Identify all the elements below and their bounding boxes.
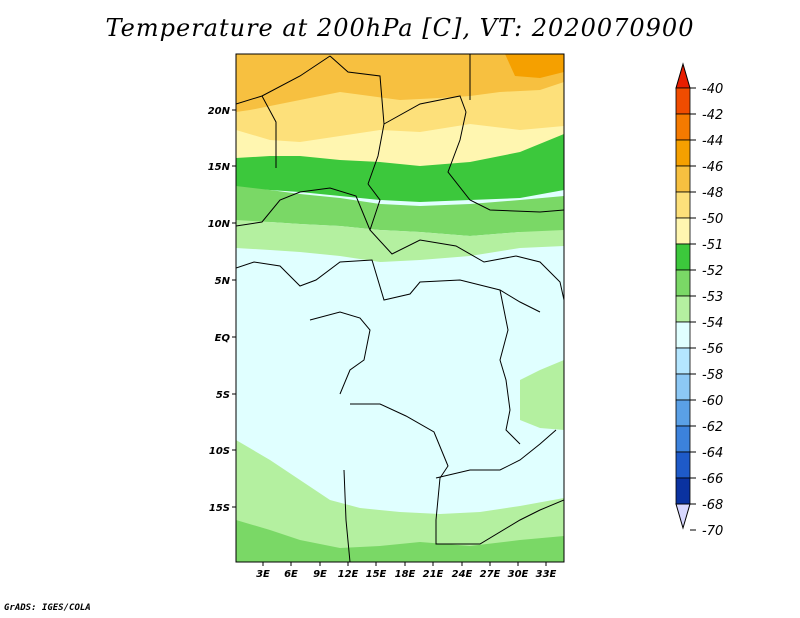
legend-swatch: [675, 243, 691, 271]
legend-swatch: [675, 113, 691, 141]
lat-label: 10S: [209, 446, 230, 457]
legend-swatch: [675, 373, 691, 401]
legend-label: -62: [702, 420, 723, 435]
legend-label: -42: [702, 108, 723, 123]
lat-label: 10N: [208, 219, 231, 230]
field-band-minus51: [236, 124, 564, 166]
legend-swatch: [675, 477, 691, 505]
legend-labels: -40 -42 -44 -46 -48 -50 -51 -52 -53 -54 …: [702, 82, 723, 539]
lat-label: 5N: [215, 276, 231, 287]
lon-label: 15E: [366, 569, 387, 580]
legend-label: -56: [702, 342, 723, 357]
lon-label: 3E: [256, 569, 270, 580]
lon-label: 9E: [313, 569, 327, 580]
lon-label: 24E: [452, 569, 473, 580]
legend-swatch: [675, 217, 691, 245]
legend-label: -44: [702, 134, 723, 149]
legend-swatch: [675, 321, 691, 349]
legend-label: -53: [702, 290, 723, 305]
lat-label: 15N: [208, 162, 231, 173]
field-band-minus46: [505, 54, 564, 78]
field-band-minus54-south: [236, 440, 564, 562]
legend-label: -58: [702, 368, 723, 383]
legend-label: -52: [702, 264, 723, 279]
temperature-field: [236, 54, 564, 562]
legend-swatch: [675, 269, 691, 297]
field-band-minus53: [236, 186, 564, 236]
lon-label: 27E: [480, 569, 501, 580]
map-frame: [235, 53, 565, 563]
legend-label: -60: [702, 394, 723, 409]
lon-label: 6E: [284, 569, 298, 580]
legend-label: -50: [702, 212, 723, 227]
field-band-minus52: [236, 134, 564, 202]
legend-label: -68: [702, 498, 723, 513]
legend-label: -54: [702, 316, 723, 331]
legend-arrow-top: [675, 62, 691, 89]
legend-swatch: [675, 139, 691, 167]
legend-label: -46: [702, 160, 723, 175]
legend-swatch: [675, 295, 691, 323]
lat-label: 5S: [216, 390, 230, 401]
axis-ticks: [232, 109, 547, 566]
legend-swatch: [675, 347, 691, 375]
legend-arrow-bottom: [675, 503, 691, 530]
credit-text: GrADS: IGES/COLA: [4, 603, 91, 613]
country-borders: [236, 54, 564, 562]
map-title: Temperature at 200hPa [C], VT: 202007090…: [105, 14, 695, 42]
lat-label: 20N: [208, 106, 231, 117]
lon-label: 21E: [423, 569, 444, 580]
lon-label: 33E: [536, 569, 557, 580]
legend-swatch: [675, 451, 691, 479]
lon-label: 12E: [338, 569, 359, 580]
color-legend: [675, 62, 696, 531]
legend-swatch: [675, 399, 691, 427]
legend-swatch: [675, 191, 691, 219]
lon-label: 18E: [395, 569, 416, 580]
field-band-minus54-north: [236, 220, 564, 262]
legend-swatch: [675, 87, 691, 115]
field-band-minus48: [236, 54, 564, 112]
legend-swatch: [675, 425, 691, 453]
field-band-east: [520, 360, 564, 430]
legend-label: -64: [702, 446, 723, 461]
legend-label: -48: [702, 186, 723, 201]
legend-label: -51: [702, 238, 723, 253]
lat-label: 15S: [209, 503, 230, 514]
legend-label: -70: [702, 524, 723, 539]
legend-label: -66: [702, 472, 723, 487]
lat-label: EQ: [215, 333, 231, 344]
legend-label: -40: [702, 82, 723, 97]
lon-label: 30E: [508, 569, 529, 580]
legend-swatch: [675, 165, 691, 193]
field-band-minus53-south: [236, 520, 564, 562]
